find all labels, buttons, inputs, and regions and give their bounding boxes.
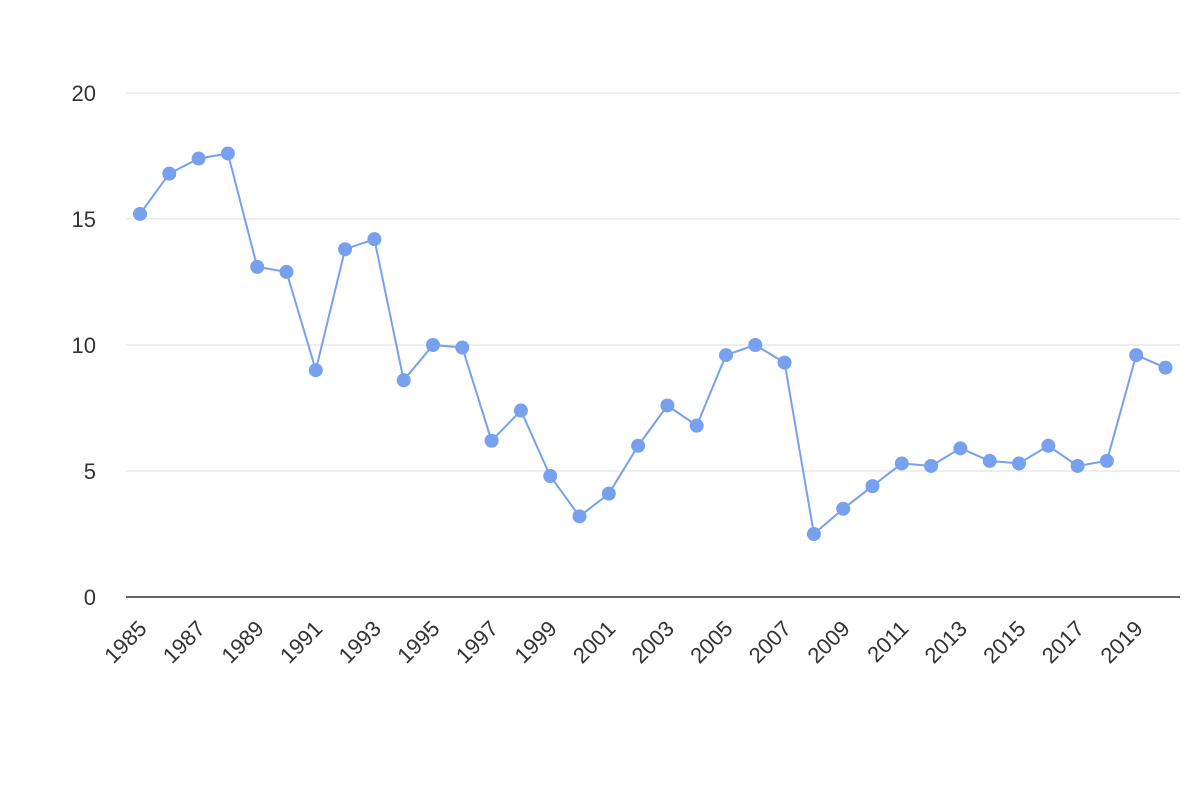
data-point[interactable] bbox=[338, 242, 353, 257]
data-point[interactable] bbox=[894, 456, 909, 471]
data-point[interactable] bbox=[1012, 456, 1026, 471]
y-tick-label: 10 bbox=[72, 333, 96, 358]
data-point[interactable] bbox=[631, 438, 646, 453]
data-point[interactable] bbox=[924, 458, 939, 473]
data-point[interactable] bbox=[162, 166, 177, 181]
data-point[interactable] bbox=[748, 338, 763, 352]
data-point[interactable] bbox=[1041, 438, 1056, 453]
data-point[interactable] bbox=[806, 527, 821, 541]
data-point[interactable] bbox=[220, 146, 235, 161]
x-tick-label: 1985 bbox=[99, 616, 151, 668]
x-tick-label: 2013 bbox=[920, 616, 972, 668]
x-tick-label: 1999 bbox=[509, 616, 561, 668]
data-point[interactable] bbox=[367, 232, 382, 247]
data-point[interactable] bbox=[1129, 348, 1144, 363]
x-tick-label: 1997 bbox=[451, 616, 503, 668]
data-point[interactable] bbox=[1158, 360, 1173, 375]
data-point[interactable] bbox=[601, 486, 616, 501]
x-tick-label: 2003 bbox=[627, 616, 679, 668]
x-tick-label: 1995 bbox=[392, 616, 444, 668]
x-tick-label: 2005 bbox=[685, 616, 737, 668]
data-point[interactable] bbox=[982, 453, 997, 468]
x-tick-label: 2009 bbox=[802, 616, 854, 668]
data-point[interactable] bbox=[543, 469, 558, 484]
data-point[interactable] bbox=[133, 206, 147, 221]
x-tick-label: 2019 bbox=[1095, 616, 1147, 668]
data-point[interactable] bbox=[426, 338, 440, 352]
x-tick-label: 1991 bbox=[275, 616, 327, 668]
data-point[interactable] bbox=[572, 509, 587, 524]
x-tick-label: 1993 bbox=[334, 616, 386, 668]
data-point[interactable] bbox=[191, 151, 206, 166]
data-point[interactable] bbox=[836, 501, 851, 516]
data-point[interactable] bbox=[484, 433, 499, 448]
data-point[interactable] bbox=[308, 363, 323, 378]
x-tick-label: 2001 bbox=[568, 616, 620, 668]
x-tick-label: 1987 bbox=[158, 616, 210, 668]
data-point[interactable] bbox=[250, 259, 265, 274]
x-tick-label: 2015 bbox=[978, 616, 1030, 668]
data-point[interactable] bbox=[865, 479, 880, 494]
data-point[interactable] bbox=[1099, 453, 1114, 468]
grid bbox=[126, 92, 1180, 598]
series bbox=[133, 146, 1173, 541]
x-axis: 1985 1987 1989 1991 1993 1995 1997 1999 2001 2003… bbox=[99, 616, 1147, 668]
y-tick-label: 15 bbox=[72, 207, 96, 232]
y-axis: 0 5 10 15 20 bbox=[72, 81, 96, 610]
data-point[interactable] bbox=[689, 418, 704, 433]
x-tick-label: 2011 bbox=[862, 616, 913, 667]
data-point[interactable] bbox=[396, 373, 411, 388]
data-point[interactable] bbox=[660, 398, 675, 413]
x-tick-label: 2007 bbox=[744, 616, 796, 668]
y-tick-label: 20 bbox=[72, 81, 96, 106]
series-line bbox=[139, 152, 1166, 536]
data-point[interactable] bbox=[719, 348, 733, 363]
x-tick-label: 1989 bbox=[216, 616, 268, 668]
x-tick-label: 2017 bbox=[1037, 616, 1089, 668]
data-point[interactable] bbox=[953, 441, 968, 456]
data-point[interactable] bbox=[1070, 458, 1085, 473]
data-point[interactable] bbox=[777, 355, 792, 370]
data-point[interactable] bbox=[279, 264, 294, 279]
data-point[interactable] bbox=[455, 340, 470, 355]
data-point[interactable] bbox=[513, 403, 528, 418]
y-tick-label: 5 bbox=[84, 459, 96, 484]
y-tick-label: 0 bbox=[84, 585, 96, 610]
